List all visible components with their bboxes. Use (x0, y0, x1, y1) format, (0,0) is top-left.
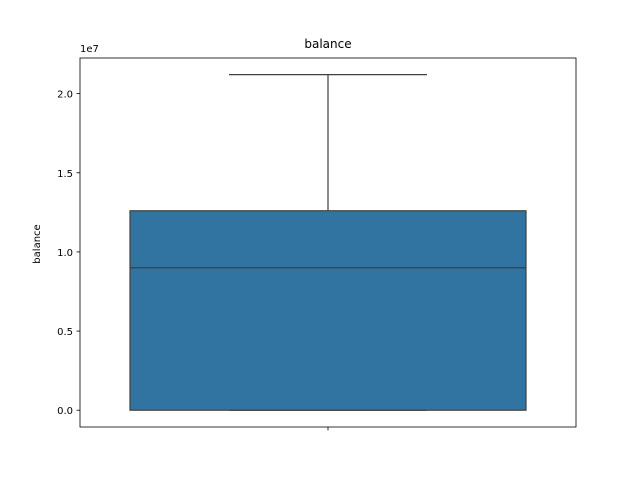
axes-frame (79, 57, 577, 428)
y-tick-label: 2.0 (57, 90, 73, 101)
plot-area (129, 74, 527, 411)
y-axis-title: balance (32, 224, 43, 263)
box-iqr (129, 210, 527, 411)
y-tick-label: 1.0 (57, 248, 73, 259)
y-tick-label: 0.5 (57, 327, 73, 338)
y-axis-offset-label: 1e7 (80, 44, 99, 55)
chart-title: balance (304, 37, 351, 51)
y-tick-label: 0.0 (57, 406, 73, 417)
y-tick-label: 1.5 (57, 169, 73, 180)
y-axis-ticks: 0.0 0.5 1.0 1.5 2.0 (57, 90, 80, 417)
